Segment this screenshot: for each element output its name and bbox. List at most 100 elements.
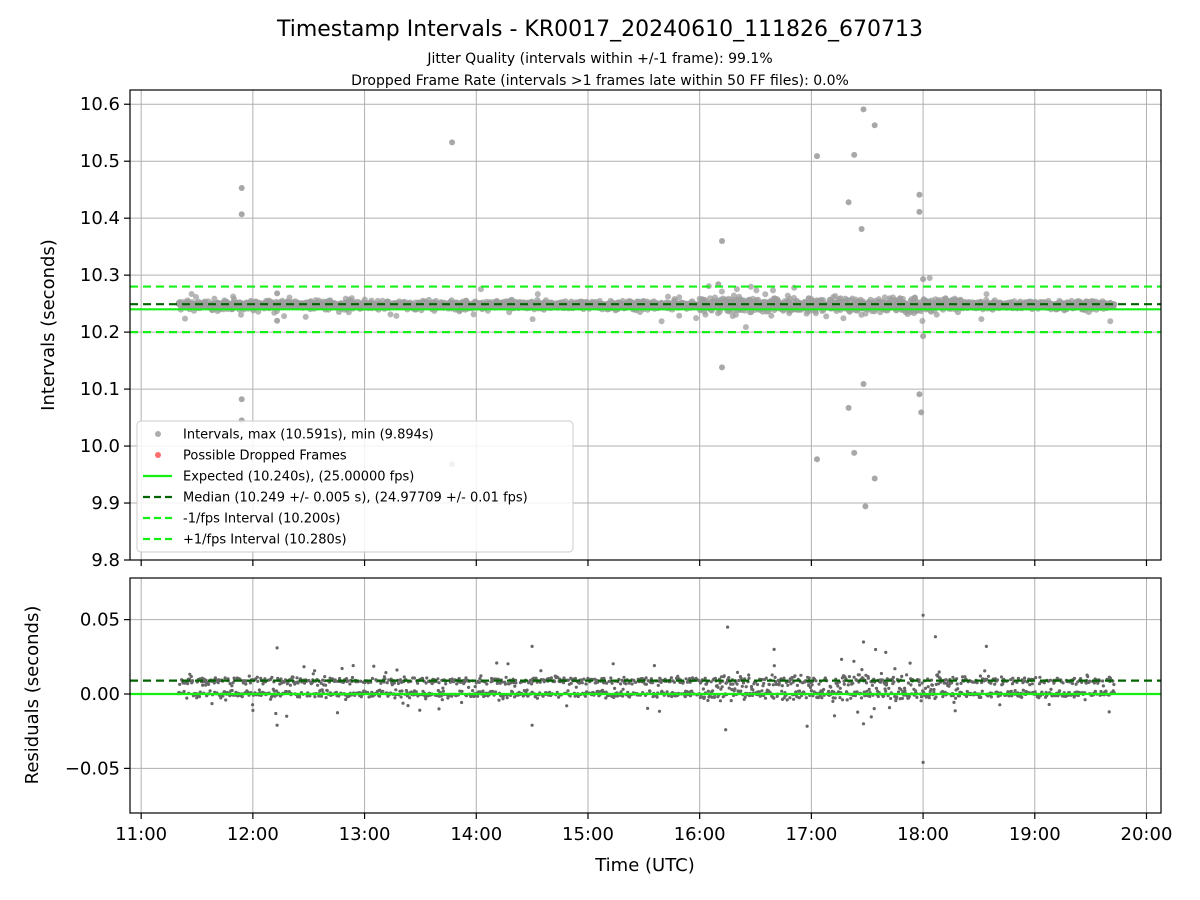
residual-point [562,676,566,680]
residual-outlier-point [921,613,925,617]
residual-point [644,682,649,686]
interval-point [823,313,830,320]
residual-point [908,661,912,665]
interval-outlier-point [814,456,820,463]
residual-point [853,690,857,694]
residual-point [557,695,561,699]
residual-point [477,680,481,685]
residual-point [602,676,606,680]
interval-outlier-point [274,290,281,297]
residual-point [749,685,754,689]
residual-point [840,698,845,702]
interval-outlier-point [719,238,725,244]
residual-point [1013,689,1017,693]
residual-point [416,681,420,685]
residual-point [646,706,650,711]
residual-point [789,682,793,686]
residual-point [761,684,765,688]
residual-point [817,682,821,686]
residual-point [425,676,429,680]
residual-point [722,674,726,678]
residual-point [771,683,775,687]
residual-point [1009,689,1013,693]
residual-point [713,676,718,681]
residual-outlier-point [251,708,255,713]
residual-point [855,690,859,694]
residual-point [440,698,444,702]
residual-point [1030,682,1034,686]
residual-point [436,677,440,681]
interval-point [753,287,760,294]
interval-point [281,313,288,320]
residual-point [903,689,907,693]
residual-point [471,689,475,693]
interval-outlier-point [871,475,878,482]
residual-point [622,675,626,679]
residual-point [340,666,344,671]
interval-outlier-point [814,153,820,160]
interval-point [348,295,355,302]
residual-point [764,676,768,680]
residual-point [822,687,826,692]
residual-point [630,682,634,686]
interval-outlier-point [871,122,878,129]
residual-point [464,676,468,680]
residual-point [846,683,850,687]
residual-point [251,703,255,707]
residual-point [325,689,329,693]
residual-point [478,677,482,681]
residual-point [762,681,766,686]
residual-point [869,715,873,719]
residual-point [344,677,349,681]
residual-point [619,690,623,694]
residual-point [208,689,212,693]
residual-point [887,686,891,691]
residual-point [951,675,955,679]
interval-outlier-point [851,449,858,456]
residual-point [979,695,983,700]
interval-point [919,318,926,324]
residual-point [1058,689,1062,693]
residual-point [884,689,888,693]
residual-point [644,676,648,680]
residual-point [582,677,586,681]
interval-point [676,294,683,301]
interval-outlier-point [916,391,923,398]
residual-point [274,689,279,693]
residual-point [400,689,404,693]
residual-point [534,676,538,680]
interval-outlier-point [858,226,865,232]
x-tick-label: 20:00 [1121,824,1173,845]
residual-point [244,682,248,686]
residual-point [1023,676,1027,680]
residual-point [256,679,260,684]
residual-outlier-point [726,625,730,629]
residual-point [719,675,724,679]
residual-point [441,689,445,693]
residual-point [1104,689,1108,693]
residual-point [414,690,418,694]
interval-outlier-point [851,151,858,158]
residual-point [885,681,889,685]
residual-outlier-point [921,760,925,765]
x-tick-label: 11:00 [115,824,167,845]
residual-point [932,687,936,692]
interval-outlier-point [449,139,456,146]
residual-point [874,686,879,690]
residual-point [1016,676,1021,680]
residual-point [248,681,252,685]
residual-point [794,690,798,694]
interval-point [193,294,199,300]
residual-point [385,681,389,685]
residual-point [444,682,448,686]
residual-point [955,682,959,686]
residual-point [1020,695,1024,700]
residual-point [838,686,842,690]
residual-point [298,695,302,699]
residual-point [688,677,692,681]
residual-point [263,677,267,681]
residual-point [684,677,688,681]
residual-point [711,689,715,693]
interval-point [770,287,776,294]
residual-point [720,685,724,689]
